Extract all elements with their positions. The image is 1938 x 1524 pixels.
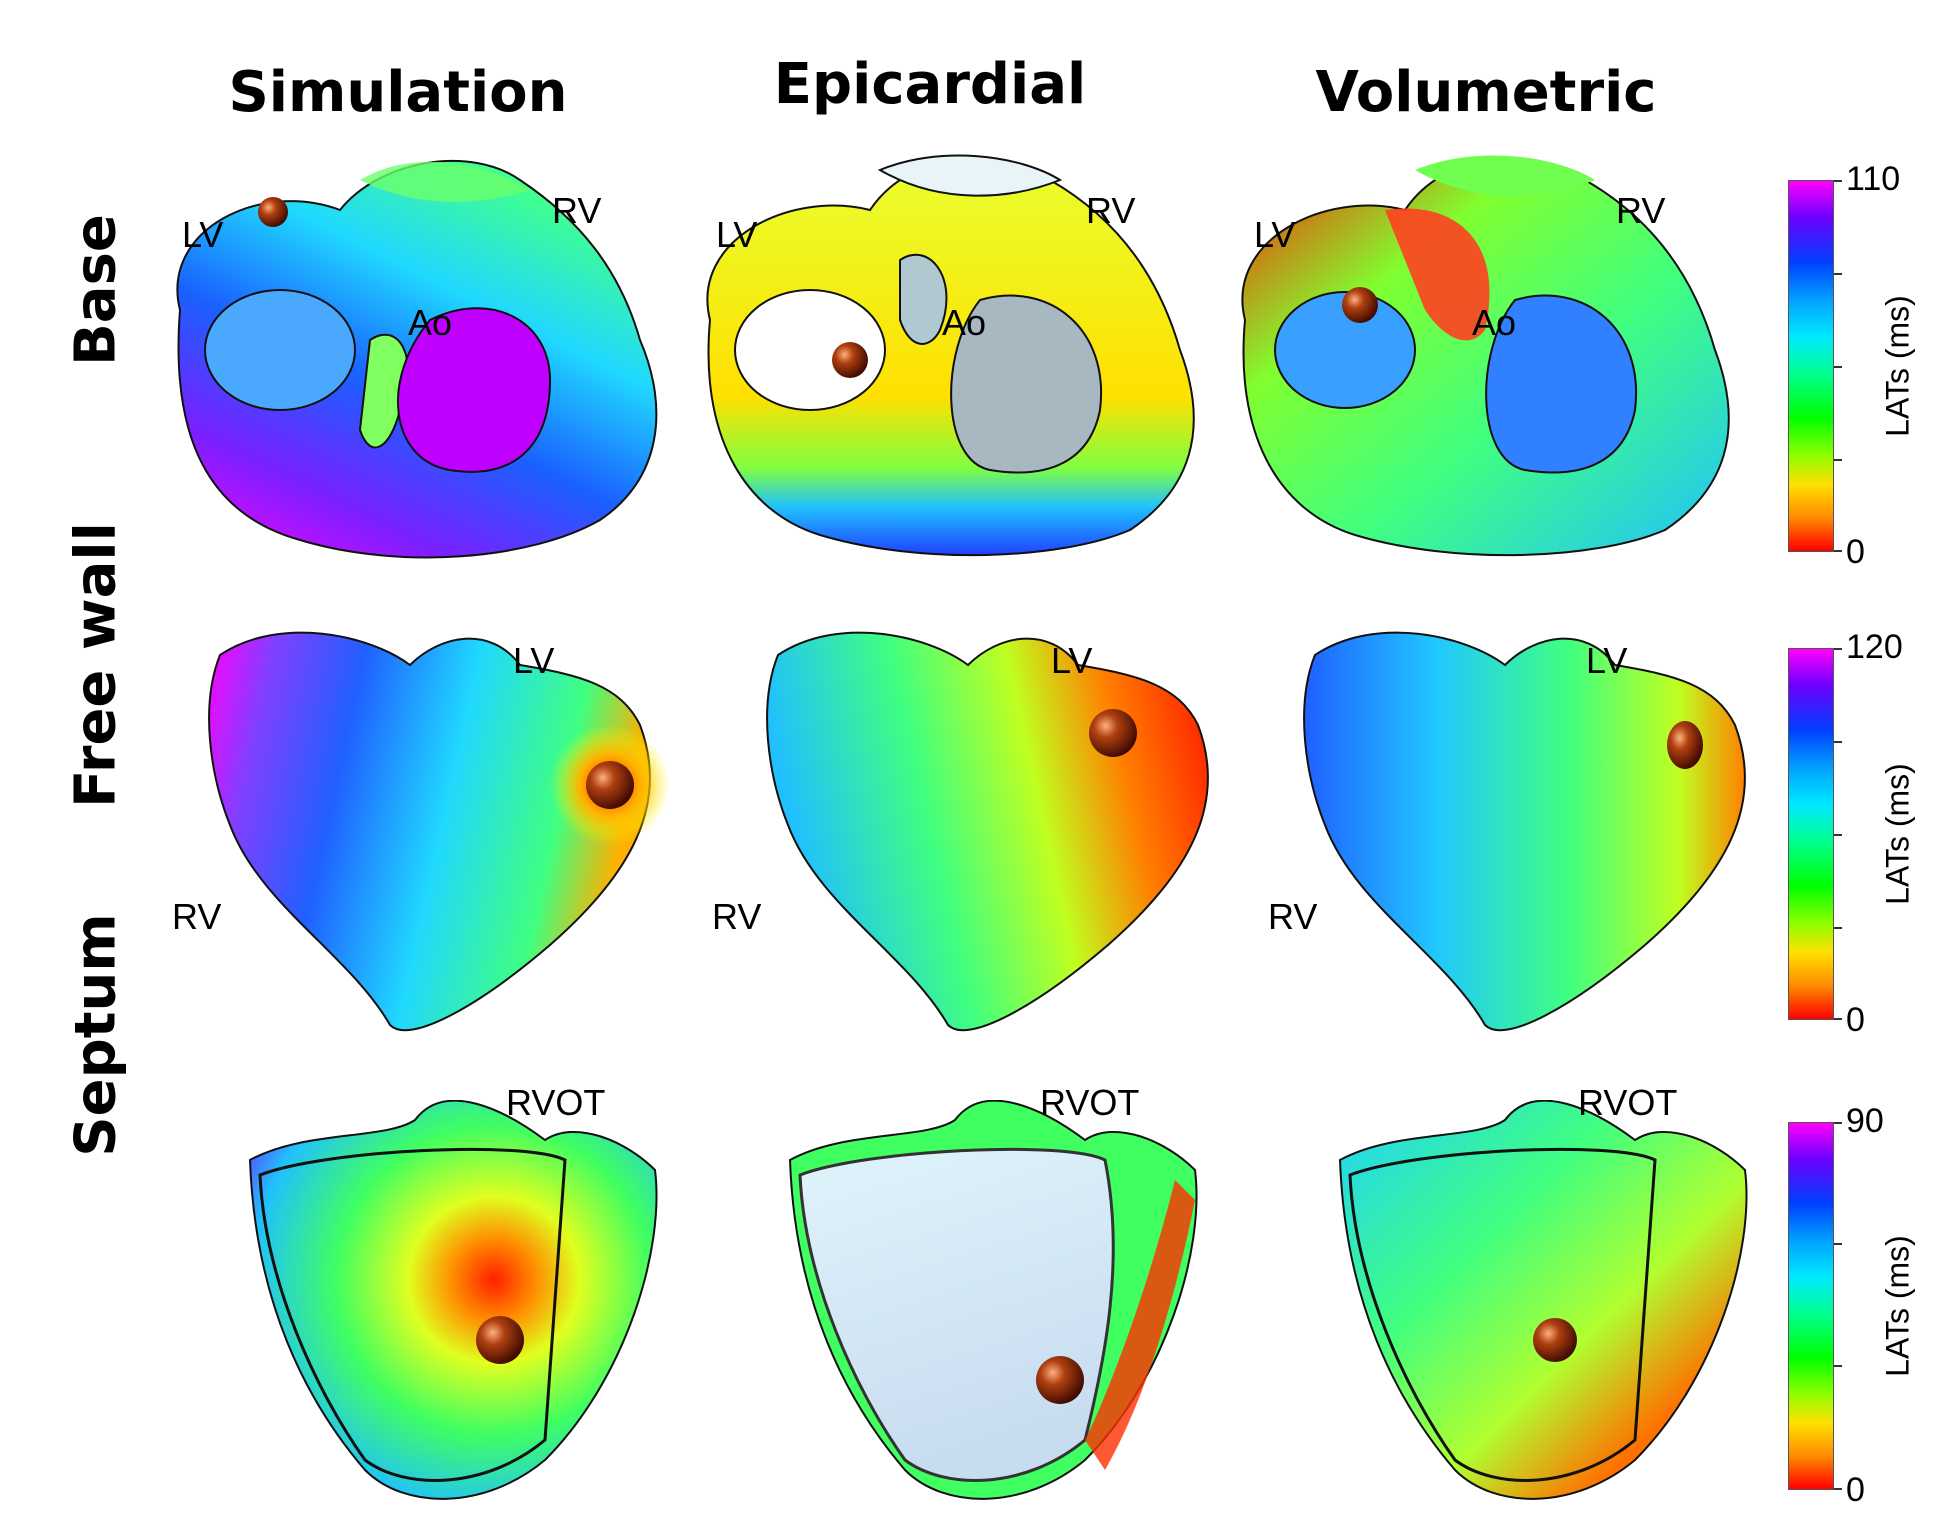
- label-lv: LV: [1586, 640, 1628, 681]
- row-title-free-wall-text: Free wall: [63, 522, 129, 808]
- panel-freewall-epicardial: [728, 625, 1268, 1045]
- label-ao: Ao: [408, 302, 453, 343]
- heart-septum-simulation: [248, 1100, 658, 1500]
- pacing-site-marker: [1089, 709, 1137, 757]
- label-ao: Ao: [942, 302, 987, 343]
- label-lv: LV: [1254, 214, 1296, 255]
- label-rv: RV: [172, 896, 222, 937]
- pacing-site-marker: [1667, 721, 1703, 769]
- colorbar-base: 110 0 LATs (ms): [1788, 160, 1916, 571]
- heart-septum-epicardial: [788, 1100, 1198, 1500]
- label-rvot: RVOT: [506, 1082, 606, 1123]
- pacing-site-marker: [258, 197, 288, 227]
- label-rvot: RVOT: [1578, 1082, 1678, 1123]
- colorbar-septum: 90 0 LATs (ms): [1788, 1102, 1916, 1509]
- panel-freewall-simulation: [170, 625, 710, 1045]
- heart-base-simulation: [176, 160, 658, 559]
- colorbar-label-text: LATs (ms): [1879, 1235, 1916, 1377]
- label-rv: RV: [1616, 190, 1666, 231]
- heart-septum-volumetric: [1338, 1100, 1748, 1500]
- colorbar-min: 0: [1846, 1001, 1865, 1039]
- column-title-simulation: Simulation: [228, 60, 568, 125]
- colorbar-max: 120: [1846, 628, 1903, 666]
- label-rv: RV: [712, 896, 762, 937]
- colorbar-label-text: LATs (ms): [1879, 295, 1916, 437]
- panel-base-epicardial: [690, 150, 1230, 570]
- heart-freewall-epicardial: [766, 631, 1209, 1032]
- label-rv: RV: [1086, 190, 1136, 231]
- heart-freewall-volumetric: [1303, 631, 1746, 1032]
- colorbar-label-text: LATs (ms): [1879, 763, 1916, 905]
- colorbar-max: 110: [1846, 160, 1901, 198]
- heart-freewall-simulation: [208, 631, 670, 1032]
- pacing-site-marker: [832, 342, 868, 378]
- pacing-site-marker: [586, 761, 634, 809]
- colorbar-gradient: [1788, 648, 1834, 1020]
- label-lv: LV: [716, 214, 758, 255]
- panel-septum-simulation: [195, 1100, 735, 1520]
- pacing-site-marker: [476, 1316, 524, 1364]
- label-lv: LV: [1051, 640, 1093, 681]
- label-rvot: RVOT: [1040, 1082, 1140, 1123]
- colorbar-min: 0: [1846, 533, 1865, 571]
- heart-base-epicardial: [706, 154, 1195, 557]
- panel-freewall-volumetric: [1265, 625, 1805, 1045]
- row-title-septum-text: Septum: [63, 913, 129, 1157]
- label-lv: LV: [513, 640, 555, 681]
- pacing-site-marker: [1533, 1318, 1577, 1362]
- panel-base-simulation: [150, 150, 690, 570]
- label-lv: LV: [182, 214, 224, 255]
- row-title-base-text: Base: [63, 214, 129, 366]
- pacing-site-marker: [1342, 287, 1378, 323]
- colorbar-gradient: [1788, 180, 1834, 552]
- column-title-volumetric: Volumetric: [1315, 60, 1657, 125]
- colorbar-min: 0: [1846, 1471, 1865, 1509]
- label-ao: Ao: [1472, 302, 1517, 343]
- heart-base-volumetric: [1241, 155, 1730, 557]
- label-rv: RV: [1268, 896, 1318, 937]
- column-title-epicardial: Epicardial: [773, 52, 1087, 117]
- panel-base-volumetric: [1225, 150, 1765, 570]
- panel-septum-volumetric: [1285, 1100, 1825, 1520]
- panel-septum-epicardial: [735, 1100, 1275, 1520]
- pacing-site-marker: [1036, 1356, 1084, 1404]
- colorbar-max: 90: [1846, 1102, 1884, 1140]
- colorbar-freewall: 120 0 LATs (ms): [1788, 628, 1916, 1039]
- label-rv: RV: [552, 190, 602, 231]
- colorbar-gradient: [1788, 1122, 1834, 1490]
